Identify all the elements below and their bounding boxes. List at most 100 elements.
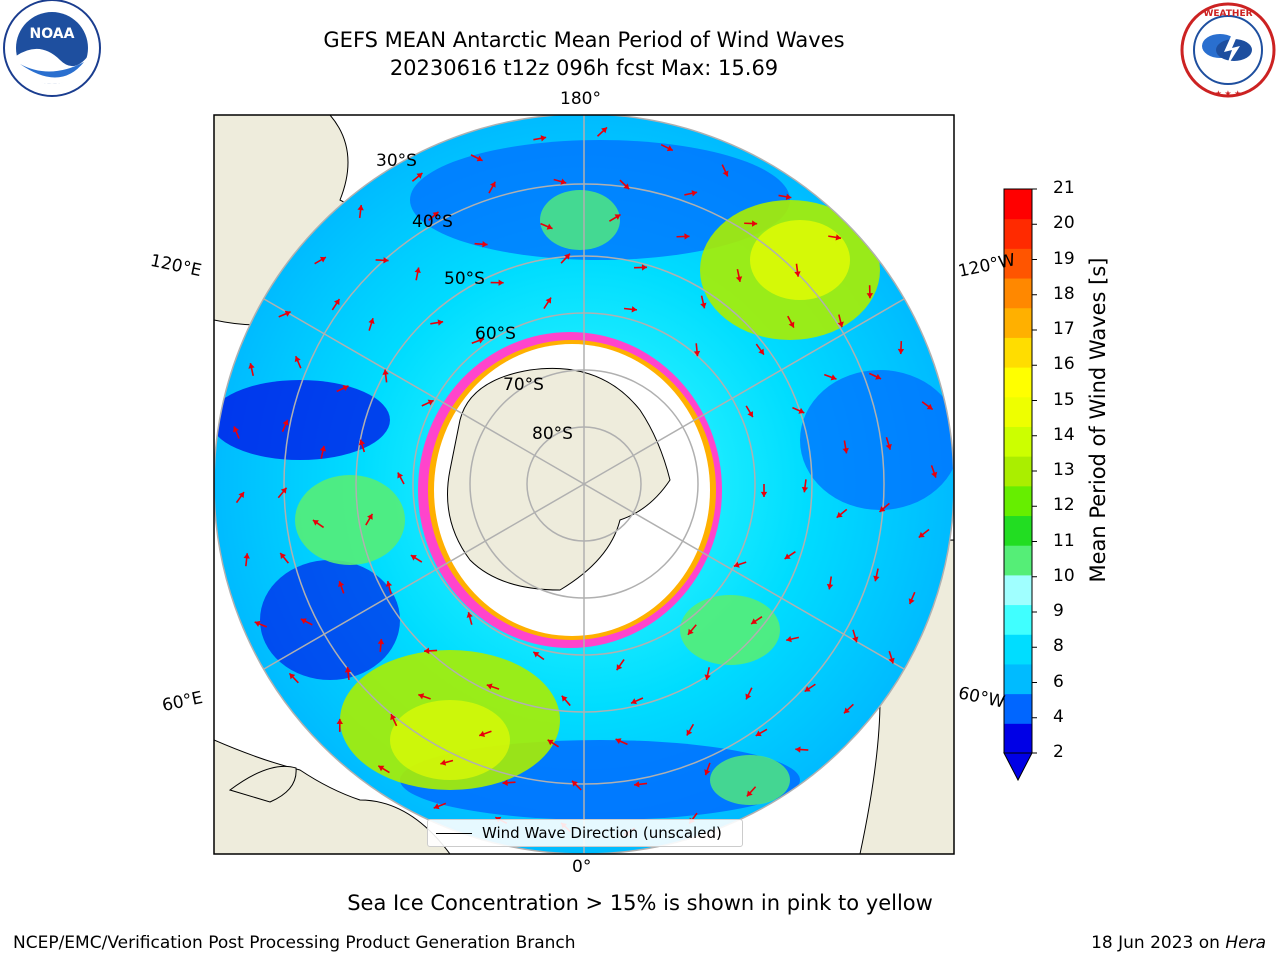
wave-direction-arrowhead — [908, 598, 915, 605]
wave-direction-arrowhead — [437, 319, 444, 326]
wave-direction-arrowhead — [479, 730, 486, 737]
legend-line-sample — [436, 832, 472, 834]
colorbar-segment — [1004, 634, 1032, 665]
colorbar-extend-triangle — [1003, 752, 1033, 782]
colorbar-segment — [1004, 663, 1032, 695]
wave-direction-arrowhead — [722, 170, 729, 177]
colorbar-segment — [1004, 189, 1032, 220]
wave-direction-arrowhead — [289, 673, 296, 680]
wave-direction-arrowhead — [545, 297, 552, 304]
wave-direction-arrowhead — [383, 257, 389, 264]
wave-direction-arrowhead — [784, 553, 791, 559]
wave-direction-arrowhead — [338, 581, 345, 587]
colorbar-tick-label: 8 — [1053, 636, 1064, 657]
wave-direction-arrowhead — [614, 214, 621, 220]
wave-direction-arrowhead — [875, 373, 882, 380]
wave-direction-arrowhead — [397, 472, 404, 479]
wave-direction-arrowhead — [284, 310, 291, 317]
noaa-logo: NOAA — [3, 0, 101, 97]
wave-direction-arrowhead — [502, 779, 508, 786]
wave-direction-arrowhead — [873, 575, 880, 582]
wave-direction-arrowhead — [478, 337, 484, 344]
wave-direction-arrowhead — [476, 155, 483, 162]
wave-direction-arrowhead — [319, 256, 326, 263]
wave-direction-arrowhead — [560, 178, 567, 185]
colorbar-segment — [1004, 604, 1032, 635]
wave-direction-arrowhead — [795, 746, 801, 753]
nws-logo: WEATHER ★ ★ ★ — [1180, 2, 1276, 98]
wave-direction-arrowhead — [686, 729, 693, 736]
colorbar-segment — [1004, 574, 1032, 606]
wave-direction-arrowhead — [843, 707, 850, 714]
madagascar-land — [228, 765, 297, 803]
wave-direction-arrowhead — [486, 683, 493, 690]
colorbar-tick-label: 14 — [1053, 424, 1075, 445]
wave-direction-arrowhead — [533, 651, 540, 658]
wave-direction-arrowhead — [424, 647, 430, 655]
wave-direction-arrowhead — [282, 419, 289, 426]
wave-direction-arrowhead — [786, 636, 792, 643]
wave-direction-arrowhead — [440, 759, 447, 766]
wave-direction-arrowhead — [801, 486, 809, 493]
map-legend: Wind Wave Direction (unscaled) — [427, 819, 743, 847]
wave-direction-arrowhead — [300, 618, 307, 625]
wave-direction-arrowhead — [357, 205, 364, 211]
wave-direction-arrowhead — [616, 664, 623, 671]
wave-direction-arrowhead — [747, 411, 753, 418]
colorbar-segment — [1004, 218, 1032, 249]
wave-direction-arrowhead — [623, 183, 630, 190]
wave-direction-arrowhead — [319, 445, 327, 452]
colorbar-tick-label: 10 — [1053, 565, 1075, 586]
wave-direction-arrowhead — [704, 769, 711, 776]
wave-direction-arrowhead — [931, 471, 938, 478]
colorbar-segment — [1004, 307, 1032, 338]
colorbar-tick-label: 15 — [1053, 389, 1075, 410]
colorbar-segment — [1004, 396, 1032, 427]
svg-text:WEATHER: WEATHER — [1203, 9, 1252, 19]
wave-direction-arrowhead — [433, 803, 440, 810]
colorbar-tick-label: 12 — [1053, 495, 1075, 516]
lat-label-80s: 80°S — [532, 424, 573, 444]
colorbar-tick-label: 11 — [1053, 530, 1075, 551]
wave-direction-arrowhead — [691, 190, 698, 197]
wave-direction-arrowhead — [248, 363, 255, 369]
wave-direction-arrowhead — [885, 443, 892, 450]
wave-direction-arrowhead — [837, 321, 844, 328]
wave-direction-arrowhead — [333, 299, 340, 306]
wave-direction-arrowhead — [746, 790, 753, 797]
lon-label-0: 0° — [572, 857, 592, 877]
wave-direction-arrowhead — [547, 739, 554, 746]
wave-direction-arrowhead — [561, 695, 568, 702]
wave-direction-arrowhead — [733, 561, 740, 568]
footer-branch: NCEP/EMC/Verification Post Processing Pr… — [13, 933, 576, 953]
colorbar-tick-label: 16 — [1053, 354, 1075, 375]
svg-text:★ ★ ★: ★ ★ ★ — [1215, 89, 1242, 98]
colorbar-segment — [1004, 367, 1032, 398]
wave-direction-arrowhead — [294, 356, 301, 363]
wave-direction-arrowhead — [836, 511, 843, 518]
wave-direction-arrowhead — [785, 193, 792, 200]
wave-direction-arrowhead — [693, 350, 701, 357]
colorbar-segment — [1004, 278, 1032, 309]
wave-direction-arrowhead — [615, 738, 622, 745]
colorbar-segment — [1004, 515, 1032, 546]
wave-direction-arrowhead — [466, 612, 473, 618]
lat-label-70s: 70°S — [503, 375, 544, 395]
lat-label-60s: 60°S — [475, 324, 516, 344]
colorbar-tick-label: 6 — [1053, 671, 1064, 692]
footer-host: Hera — [1225, 933, 1266, 953]
wave-direction-arrowhead — [342, 385, 349, 391]
legend-label: Wind Wave Direction (unscaled) — [482, 824, 722, 842]
wave-direction-arrowhead — [312, 520, 319, 526]
wave-direction-arrowhead — [755, 730, 762, 737]
wave-direction-arrowhead — [888, 657, 895, 664]
wave-direction-arrowhead — [378, 765, 385, 772]
chart-subtitle: 20230616 t12z 096h fcst Max: 15.69 — [389, 56, 779, 80]
wave-direction-arrowhead — [866, 293, 874, 299]
wave-direction-arrowhead — [631, 698, 637, 705]
wave-direction-arrowhead — [687, 628, 694, 635]
lon-label-180: 180° — [560, 89, 601, 109]
wave-direction-arrowhead — [377, 638, 385, 645]
wave-direction-arrowhead — [385, 581, 393, 587]
antarctica-land — [447, 367, 671, 591]
